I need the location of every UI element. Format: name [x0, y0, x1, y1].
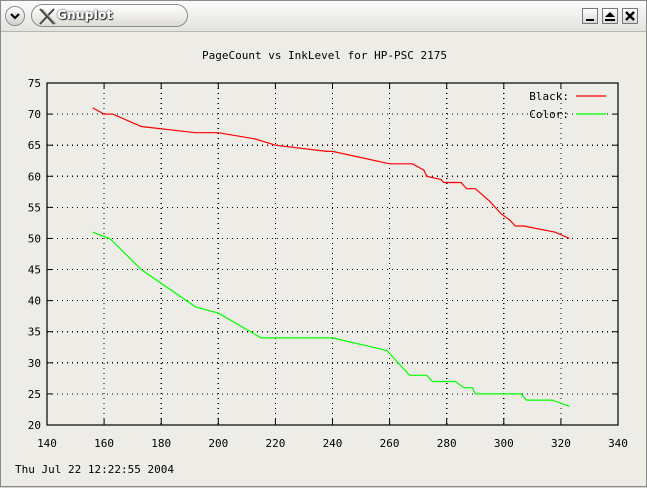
- maximize-icon: [605, 12, 615, 21]
- x-tick-label: 320: [551, 437, 571, 450]
- legend-label: Color:: [529, 108, 569, 121]
- y-tick-label: 25: [28, 388, 41, 401]
- close-icon: [625, 11, 635, 21]
- x-tick-label: 180: [151, 437, 171, 450]
- x-tick-label: 300: [494, 437, 514, 450]
- x-tick-label: 280: [437, 437, 457, 450]
- y-tick-label: 60: [28, 170, 41, 183]
- plot-frame: [46, 82, 619, 426]
- legend-label: Black:: [529, 90, 569, 103]
- y-tick-label: 30: [28, 357, 41, 370]
- x-window-icon: [39, 8, 57, 25]
- chart-title: PageCount vs InkLevel for HP-PSC 2175: [201, 49, 448, 62]
- y-tick-label: 65: [28, 139, 41, 152]
- y-tick-label: 35: [28, 326, 41, 339]
- minimize-button[interactable]: [582, 8, 598, 24]
- y-tick-label: 45: [28, 264, 41, 277]
- title-bar[interactable]: Gnuplot: [1, 1, 646, 32]
- plot-canvas: [7, 32, 641, 481]
- x-tick-label: 160: [94, 437, 114, 450]
- window-menu-button[interactable]: [5, 6, 25, 26]
- y-tick-label: 50: [28, 232, 41, 245]
- y-tick-label: 75: [28, 77, 41, 90]
- close-button[interactable]: [622, 8, 638, 24]
- maximize-button[interactable]: [602, 8, 618, 24]
- x-tick-label: 220: [265, 437, 285, 450]
- y-tick-label: 55: [28, 201, 41, 214]
- y-tick-label: 70: [28, 108, 41, 121]
- x-tick-label: 200: [208, 437, 228, 450]
- x-tick-label: 340: [608, 437, 628, 450]
- series-line-color: [92, 231, 570, 407]
- series-line-black: [92, 107, 570, 240]
- y-tick-label: 20: [28, 419, 41, 432]
- x-tick-label: 260: [380, 437, 400, 450]
- chevron-down-icon: [10, 13, 20, 20]
- x-tick-label: 140: [37, 437, 57, 450]
- minimize-icon: [586, 19, 594, 21]
- x-tick-label: 240: [323, 437, 343, 450]
- window-title: Gnuplot: [57, 8, 113, 22]
- y-tick-label: 40: [28, 295, 41, 308]
- timestamp: Thu Jul 22 12:22:55 2004: [15, 463, 174, 476]
- title-pill: [31, 4, 188, 27]
